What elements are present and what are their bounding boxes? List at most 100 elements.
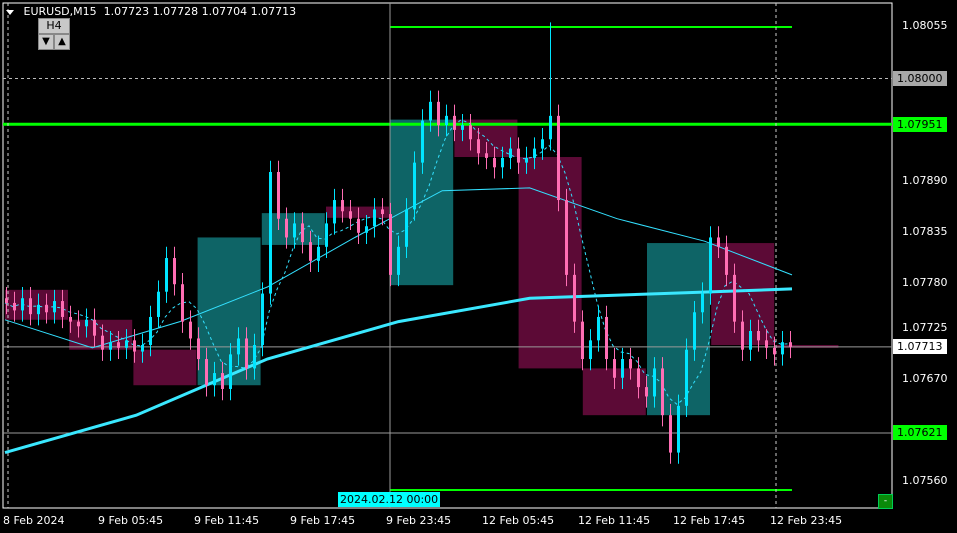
plot-frame xyxy=(2,2,893,509)
h4-candle-box xyxy=(454,119,518,158)
bull-candle xyxy=(157,291,160,317)
bull-candle xyxy=(461,125,464,130)
h4-candle-box xyxy=(326,206,389,218)
price-tick: 1.07890 xyxy=(902,174,948,187)
bear-candle xyxy=(341,200,344,212)
bear-candle xyxy=(221,373,224,389)
symbol-label: EURUSD,M15 xyxy=(23,5,97,18)
bull-candle xyxy=(325,223,328,247)
bull-candle xyxy=(333,200,336,224)
slow-moving-average xyxy=(4,287,793,455)
bear-candle xyxy=(173,258,176,285)
bear-candle xyxy=(277,171,280,219)
timeframe-widget: H4 ▼ ▲ xyxy=(38,18,70,50)
bull-candle xyxy=(293,223,296,238)
bull-candle xyxy=(237,338,240,355)
bear-candle xyxy=(245,338,248,369)
bear-candle xyxy=(181,284,184,322)
bull-candle xyxy=(701,293,704,313)
bear-candle xyxy=(757,330,760,341)
bear-candle xyxy=(93,319,96,336)
bull-candle xyxy=(165,258,168,292)
bull-candle xyxy=(37,304,40,315)
bear-candle xyxy=(629,359,632,369)
bear-candle xyxy=(357,218,360,233)
time-label: 12 Feb 23:45 xyxy=(770,514,843,527)
time-label: 12 Feb 11:45 xyxy=(578,514,651,527)
price-tick: 1.07725 xyxy=(902,321,948,334)
h4-candle-box xyxy=(133,349,197,386)
bull-candle xyxy=(85,319,88,327)
bull-candle xyxy=(445,115,448,126)
bear-candle xyxy=(669,415,672,453)
bear-candle xyxy=(5,298,8,303)
timeframe-label[interactable]: H4 xyxy=(38,18,70,34)
upper-line-label: 1.07951 xyxy=(893,117,947,132)
bull-candle xyxy=(677,405,680,453)
bull-candle xyxy=(365,226,368,233)
ohlc-high: 1.07728 xyxy=(152,5,199,18)
bear-candle xyxy=(557,115,560,201)
fast-moving-average xyxy=(4,119,790,405)
bear-candle xyxy=(61,301,64,317)
minimize-button[interactable]: - xyxy=(878,494,893,509)
bull-candle xyxy=(213,373,216,386)
current-price-label: 1.07713 xyxy=(893,339,947,354)
bear-candle xyxy=(189,321,192,339)
bull-candle xyxy=(253,345,256,369)
bear-candle xyxy=(717,237,720,247)
bear-candle xyxy=(389,214,392,275)
bull-candle xyxy=(525,157,528,163)
bear-candle xyxy=(637,368,640,388)
bear-candle xyxy=(469,125,472,140)
bear-candle xyxy=(205,359,208,386)
bear-candle xyxy=(789,342,792,347)
bull-candle xyxy=(549,115,552,140)
price-tick: 1.07560 xyxy=(902,474,948,487)
bull-candle xyxy=(261,293,264,346)
time-label: 9 Feb 23:45 xyxy=(386,514,452,527)
bull-candle xyxy=(429,101,432,121)
bear-candle xyxy=(13,302,16,311)
bull-candle xyxy=(693,312,696,350)
time-label: 12 Feb 05:45 xyxy=(482,514,555,527)
bear-candle xyxy=(725,246,728,275)
grid-level-label: 1.08000 xyxy=(893,71,947,86)
bull-candle xyxy=(589,340,592,360)
bear-candle xyxy=(301,223,304,243)
medium-moving-average xyxy=(4,187,793,349)
bull-candle xyxy=(149,316,152,346)
bull-candle xyxy=(685,349,688,406)
bull-candle xyxy=(781,342,784,355)
bear-candle xyxy=(613,359,616,378)
price-tick: 1.07835 xyxy=(902,225,948,238)
h4-candle-box xyxy=(518,157,582,369)
ohlc-open: 1.07723 xyxy=(103,5,150,18)
bear-candle xyxy=(773,347,776,355)
bull-candle xyxy=(141,345,144,352)
bull-candle xyxy=(269,171,272,294)
bear-candle xyxy=(133,340,136,352)
bull-candle xyxy=(653,368,656,397)
bear-candle xyxy=(285,218,288,238)
bear-candle xyxy=(197,338,200,360)
bear-candle xyxy=(101,335,104,350)
bear-candle xyxy=(477,139,480,154)
bear-candle xyxy=(29,298,32,315)
collapse-triangle-icon[interactable] xyxy=(6,9,14,15)
bear-candle xyxy=(77,321,80,327)
bull-candle xyxy=(53,301,56,313)
bear-candle xyxy=(349,211,352,219)
bear-candle xyxy=(69,316,72,322)
bull-candle xyxy=(541,139,544,149)
bull-candle xyxy=(405,209,408,247)
bull-candle xyxy=(21,298,24,311)
timeframe-down-button[interactable]: ▼ xyxy=(38,34,54,50)
lower-line-label: 1.07621 xyxy=(893,425,947,440)
time-label: 8 Feb 2024 xyxy=(3,514,65,527)
timeframe-up-button[interactable]: ▲ xyxy=(54,34,70,50)
bull-candle xyxy=(501,157,504,168)
bear-candle xyxy=(493,157,496,168)
bear-candle xyxy=(45,304,48,313)
